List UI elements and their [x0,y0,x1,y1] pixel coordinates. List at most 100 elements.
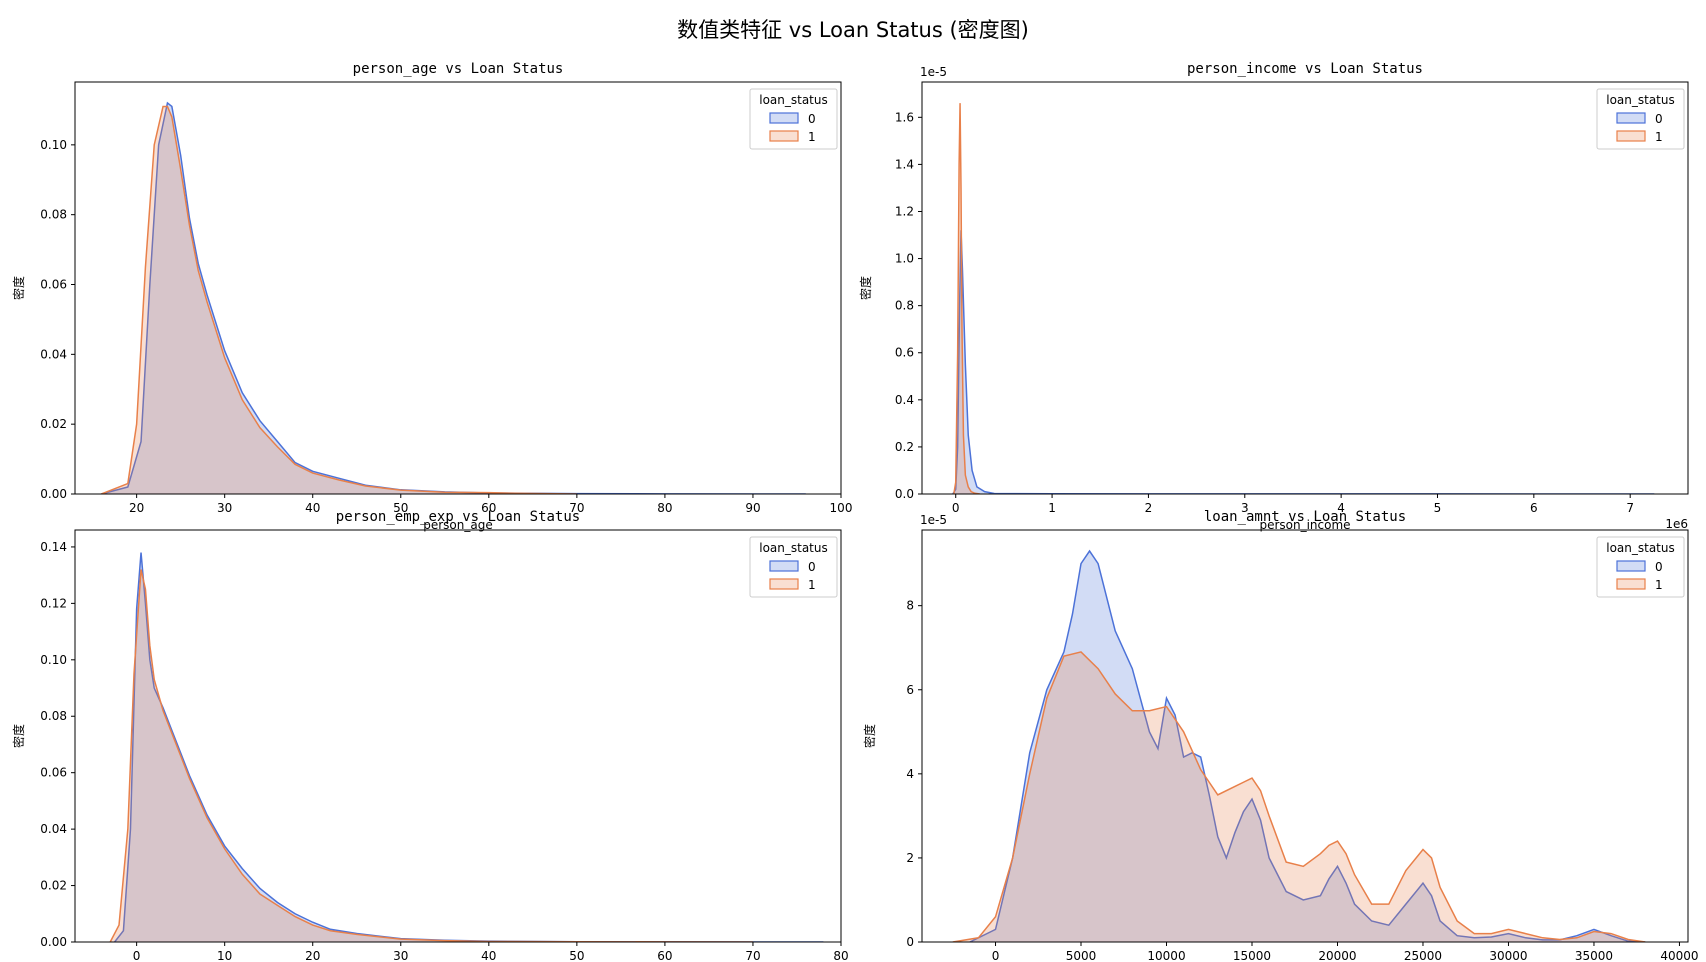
plot-area [101,101,806,494]
figure-title: 数值类特征 vs Loan Status (密度图) [677,18,1029,42]
series-1-line [953,103,980,494]
legend-label-1: 1 [1655,578,1663,592]
x-tick-label: 25000 [1404,949,1442,962]
series-1-area [953,103,980,494]
x-tick-label: 80 [833,949,848,962]
x-tick-label: 40 [481,949,496,962]
x-tick-label: 15000 [1233,949,1271,962]
x-tick-label: 2 [1145,501,1153,515]
y-tick-label: 0.0 [895,487,914,501]
series-1-line [101,105,577,494]
x-tick-label: 5 [1434,501,1442,515]
legend-swatch-0 [769,112,799,124]
legend-swatch-1 [769,578,799,590]
x-tick-label: 50 [393,501,408,515]
plot-area [952,549,1646,942]
legend: loan_status 0 1 [749,536,838,598]
series-1-area [952,651,1646,942]
x-tick-label: 10 [217,949,232,962]
series-0-area [952,230,1655,494]
panel-person-income: 0 1 2 3 4 5 6 7 0.0 0.2 0.4 0.6 0.8 1.0 1.2 1.4 1.6 perso… [858,61,1689,532]
y-tick-label: 0.8 [895,299,914,313]
x-axis-label: person_age [423,518,493,532]
x-tick-label: 0 [133,949,141,962]
legend-title: loan_status [1606,93,1675,107]
panel-person-age: 20 30 40 50 60 70 80 90 100 0.00 0.02 0.04 0.06 0.08 0… [11,61,852,532]
y-tick-label: 0.06 [40,766,67,780]
y-tick-label: 0.08 [40,208,67,222]
x-offset-text: 1e6 [1665,517,1688,531]
y-tick-label: 6 [906,683,914,697]
x-tick-label: 100 [830,501,853,515]
series-0-area [114,552,824,942]
y-tick-label: 8 [906,599,914,613]
legend: loan_status 0 1 [1596,88,1685,150]
legend-swatch-1 [769,130,799,142]
x-tick-label: 20 [129,501,144,515]
y-tick-label: 0.14 [40,540,67,554]
x-tick-label: 20 [305,949,320,962]
axes-frame [921,529,1689,943]
legend-swatch-0 [1616,560,1646,572]
y-tick-label: 0.02 [40,417,67,431]
y-tick-label: 0.00 [40,935,67,949]
y-tick-label: 0.2 [895,440,914,454]
panel-title: person_income vs Loan Status [1187,61,1423,77]
y-axis-label: 密度 [862,724,877,748]
x-tick-label: 90 [745,501,760,515]
legend-label-0: 0 [1655,112,1663,126]
y-tick-label: 0.10 [40,138,67,152]
x-tick-label: 30 [393,949,408,962]
y-offset-text: 1e-5 [920,513,947,527]
legend-swatch-1 [1616,578,1646,590]
x-tick-label: 50 [569,949,584,962]
legend-label-1: 1 [808,578,816,592]
legend-label-0: 0 [808,560,816,574]
legend-swatch-0 [1616,112,1646,124]
x-tick-label: 7 [1626,501,1634,515]
x-tick-label: 60 [657,949,672,962]
y-tick-label: 0.12 [40,596,67,610]
y-tick-label: 0 [906,935,914,949]
y-tick-label: 0.6 [895,346,914,360]
legend: loan_status 0 1 [749,88,838,150]
axes-frame [74,81,842,495]
series-1-line [952,651,1646,942]
y-tick-label: 0.02 [40,879,67,893]
y-tick-label: 4 [906,767,914,781]
panel-loan-amnt: 0 5000 10000 15000 20000 25000 30000 35000 40000… [862,509,1699,962]
series-0-area [969,551,1646,942]
legend: loan_status 0 1 [1596,536,1685,598]
x-tick-label: 1 [1048,501,1056,515]
y-tick-label: 1.4 [895,157,914,171]
series-0-area [101,102,806,494]
series-0-line [952,230,1655,494]
axes-frame [921,81,1689,495]
legend-label-0: 0 [808,112,816,126]
plot-area [952,103,1655,494]
legend-swatch-0 [769,560,799,572]
x-tick-label: 40 [305,501,320,515]
panel-title: person_emp_exp vs Loan Status [336,509,580,525]
y-tick-label: 0.00 [40,487,67,501]
y-tick-label: 2 [906,851,914,865]
series-1-area [110,569,753,942]
x-tick-label: 30 [217,501,232,515]
legend-swatch-1 [1616,130,1646,142]
x-tick-label: 40000 [1660,949,1698,962]
legend-title: loan_status [759,541,828,555]
x-tick-label: 5000 [1066,949,1097,962]
x-tick-label: 0 [952,501,960,515]
x-tick-label: 6 [1530,501,1538,515]
series-1-area [101,106,577,494]
y-axis-label: 密度 [11,724,26,748]
legend-label-1: 1 [1655,130,1663,144]
x-axis-label: person_income [1259,518,1350,532]
plot-area [109,552,824,942]
y-tick-label: 0.10 [40,653,67,667]
y-tick-label: 1.6 [895,110,914,124]
panel-person-emp-exp: 0 10 20 30 40 50 60 70 800.000.020.040.060.080.1… [11,509,849,962]
y-axis-label: 密度 [858,276,873,300]
axes-frame [74,529,842,943]
